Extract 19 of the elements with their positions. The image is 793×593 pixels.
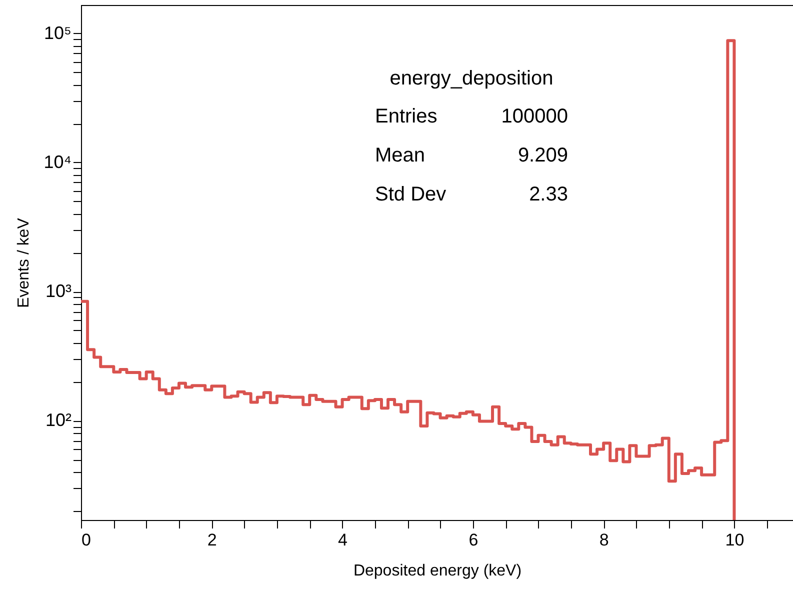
annotation: 9.209 <box>518 144 568 166</box>
x-tick-label: 8 <box>599 530 609 550</box>
x-tick-label: 10 <box>725 530 744 550</box>
annotation: Std Dev <box>375 184 446 206</box>
y-tick-label: 10² <box>45 410 72 430</box>
y-axis-title: Events / keV <box>16 218 33 308</box>
annotation: Entries <box>375 106 438 128</box>
annotation: energy_deposition <box>390 68 554 90</box>
annotation: 2.33 <box>529 184 568 206</box>
annotation: 100000 <box>501 106 568 128</box>
x-tick-label: 0 <box>82 530 91 550</box>
x-axis-title: Deposited energy (keV) <box>353 562 522 580</box>
x-tick-label: 4 <box>338 530 348 550</box>
y-tick-label: 10⁴ <box>44 152 72 172</box>
y-tick-label: 10⁵ <box>44 22 72 43</box>
y-tick-label: 10³ <box>45 281 72 302</box>
x-tick-label: 6 <box>468 530 478 550</box>
x-tick-label: 2 <box>207 530 217 550</box>
annotation: Mean <box>375 144 426 166</box>
